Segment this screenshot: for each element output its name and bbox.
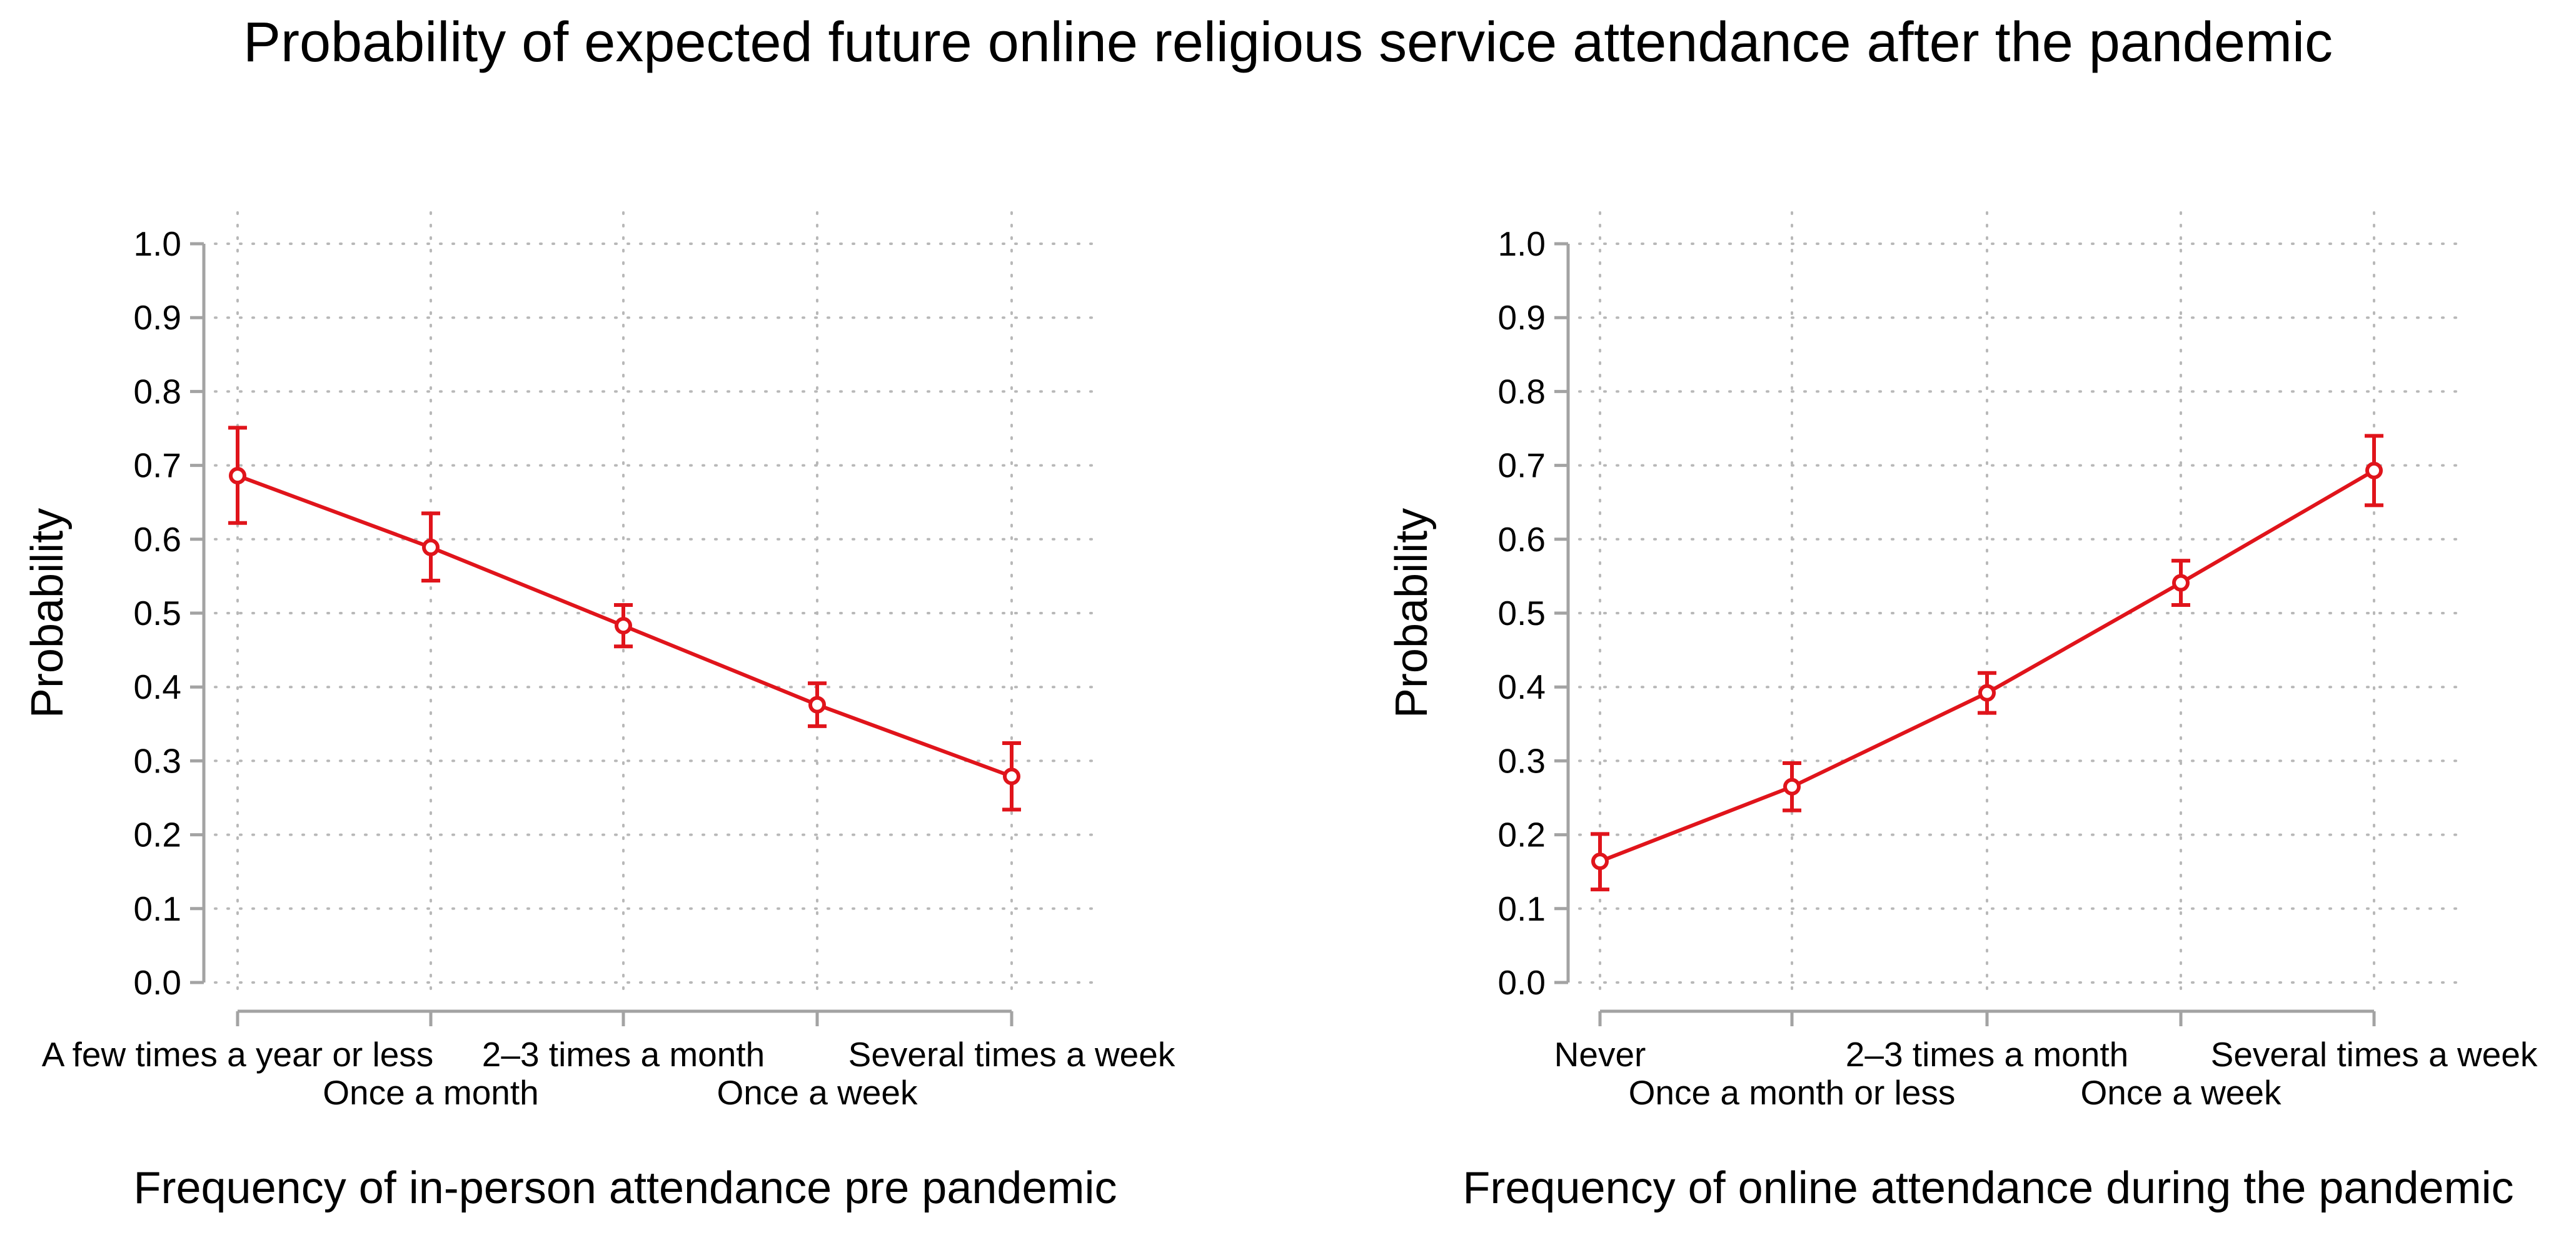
y-tick-label: 1.0 bbox=[134, 224, 181, 263]
y-tick-label: 0.4 bbox=[134, 668, 181, 706]
x-tick-label: 2–3 times a month bbox=[1846, 1035, 2128, 1074]
y-axis-title: Probability bbox=[23, 508, 73, 718]
y-tick-label: 0.3 bbox=[1498, 741, 1546, 780]
y-tick-label: 0.4 bbox=[1498, 668, 1546, 706]
data-point bbox=[229, 467, 246, 485]
data-point bbox=[1978, 684, 1996, 702]
x-axis-title: Frequency of in-person attendance pre pa… bbox=[134, 1163, 1117, 1213]
data-point bbox=[1591, 852, 1609, 871]
data-point bbox=[615, 617, 632, 635]
y-tick-label: 0.6 bbox=[1498, 520, 1546, 559]
y-tick-label: 0.7 bbox=[134, 446, 181, 485]
data-point bbox=[1003, 768, 1020, 786]
x-tick-label: A few times a year or less bbox=[42, 1035, 434, 1074]
y-tick-label: 0.1 bbox=[1498, 889, 1546, 928]
data-point bbox=[1783, 778, 1801, 796]
x-tick-label: Once a month bbox=[323, 1073, 538, 1112]
chart-title: Probability of expected future online re… bbox=[243, 11, 2333, 74]
y-tick-label: 0.9 bbox=[1498, 298, 1546, 337]
x-tick-label: Once a month or less bbox=[1629, 1073, 1956, 1112]
x-tick-label: Once a week bbox=[717, 1073, 918, 1112]
y-tick-label: 0.2 bbox=[134, 816, 181, 854]
y-axis-title: Probability bbox=[1387, 508, 1437, 718]
x-tick-label: Never bbox=[1554, 1035, 1646, 1074]
data-point bbox=[2365, 461, 2383, 479]
y-tick-label: 0.7 bbox=[1498, 446, 1546, 485]
series-line bbox=[1599, 469, 2375, 863]
y-tick-label: 0.8 bbox=[1498, 372, 1546, 411]
y-tick-label: 0.2 bbox=[1498, 816, 1546, 854]
y-tick-label: 0.3 bbox=[134, 741, 181, 780]
data-point bbox=[2172, 574, 2190, 592]
y-tick-label: 1.0 bbox=[1498, 224, 1546, 263]
x-tick-label: Several times a week bbox=[2211, 1035, 2538, 1074]
x-tick-label: Several times a week bbox=[848, 1035, 1175, 1074]
x-tick-label: 2–3 times a month bbox=[482, 1035, 765, 1074]
right-panel: 0.00.10.20.30.40.50.60.70.80.91.0NeverOn… bbox=[1387, 211, 2538, 1213]
y-tick-label: 0.9 bbox=[134, 298, 181, 337]
y-tick-label: 0.8 bbox=[134, 372, 181, 411]
data-point bbox=[808, 696, 826, 714]
x-axis-title: Frequency of online attendance during th… bbox=[1462, 1163, 2513, 1213]
y-tick-label: 0.5 bbox=[1498, 594, 1546, 632]
data-point bbox=[422, 538, 440, 556]
y-tick-label: 0.0 bbox=[134, 963, 181, 1002]
x-tick-label: Once a week bbox=[2080, 1073, 2282, 1112]
left-panel: 0.0 0.1 0.2 0.3 0.4 0.5 0.6 0.7 0.8 0.9 1.0 A few t… bbox=[23, 211, 1175, 1213]
y-tick-label: 0.6 bbox=[134, 520, 181, 559]
y-tick-label: 0.0 bbox=[1498, 963, 1546, 1002]
y-tick-label: 0.1 bbox=[134, 889, 181, 928]
y-tick-label: 0.5 bbox=[134, 594, 181, 632]
